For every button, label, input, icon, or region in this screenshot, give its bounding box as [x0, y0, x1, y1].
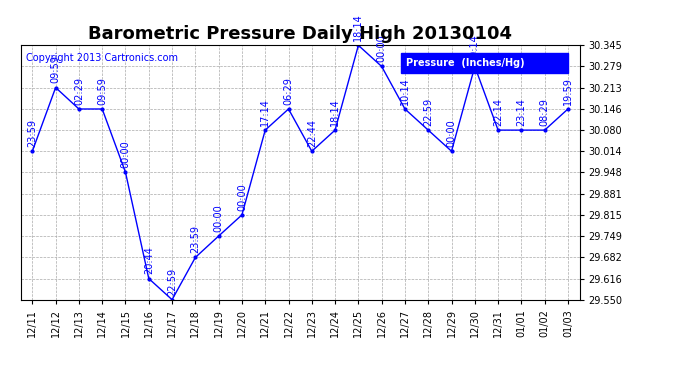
Text: Pressure  (Inches/Hg): Pressure (Inches/Hg): [406, 58, 525, 68]
Title: Barometric Pressure Daily High 20130104: Barometric Pressure Daily High 20130104: [88, 26, 512, 44]
Text: 23:14: 23:14: [516, 98, 526, 126]
Text: 02:29: 02:29: [74, 77, 84, 105]
Text: 00:00: 00:00: [377, 34, 386, 62]
Text: 22:14: 22:14: [493, 98, 503, 126]
Text: 00:00: 00:00: [121, 140, 130, 168]
Text: 08:29: 08:29: [540, 98, 550, 126]
Text: 20:44: 20:44: [144, 246, 154, 274]
Text: 00:00: 00:00: [237, 183, 247, 211]
Text: 00:00: 00:00: [214, 204, 224, 232]
Text: 18:14: 18:14: [330, 98, 340, 126]
Text: 22:59: 22:59: [167, 267, 177, 296]
Text: 19:59: 19:59: [563, 77, 573, 105]
Text: 22:59: 22:59: [423, 98, 433, 126]
Text: 17:14: 17:14: [260, 98, 270, 126]
Text: 23:59: 23:59: [190, 225, 200, 253]
Text: 09:14: 09:14: [470, 34, 480, 62]
Text: 06:29: 06:29: [284, 77, 293, 105]
Text: 09:59: 09:59: [97, 77, 107, 105]
Text: 18:14: 18:14: [353, 13, 364, 41]
FancyBboxPatch shape: [401, 53, 569, 73]
Text: 09:59: 09:59: [50, 56, 61, 83]
Text: 23:59: 23:59: [28, 119, 37, 147]
Text: 22:44: 22:44: [307, 119, 317, 147]
Text: Copyright 2013 Cartronics.com: Copyright 2013 Cartronics.com: [26, 53, 178, 63]
Text: 00:00: 00:00: [446, 119, 457, 147]
Text: 10:14: 10:14: [400, 77, 410, 105]
